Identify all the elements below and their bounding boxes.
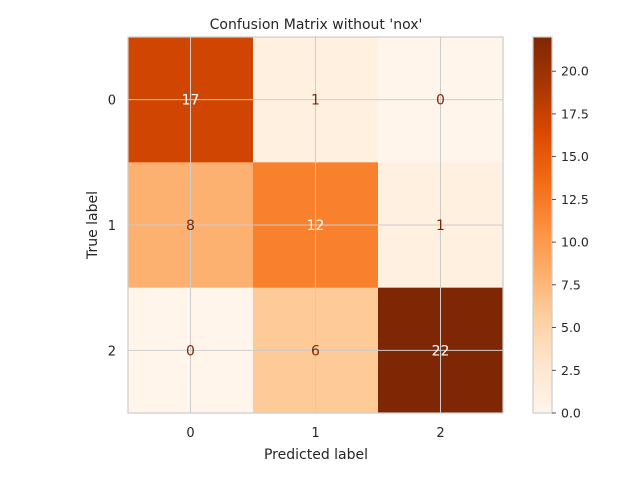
- y-tick-label-0: 0: [108, 94, 116, 109]
- colorbar-frame: [532, 36, 553, 414]
- cell-value-r1-c1: 12: [307, 218, 325, 234]
- heatmap-gridlines: [128, 37, 503, 413]
- colorbar-tick-label-7: 17.5: [561, 106, 589, 121]
- heatmap-cell-labels: 17 1 0 8 12 1 0 6 22: [182, 93, 450, 360]
- plot-frame: [127, 36, 504, 414]
- colorbar-tick-label-5: 12.5: [561, 192, 589, 207]
- chart-title: Confusion Matrix without 'nox': [210, 17, 423, 33]
- x-tick-label-1: 1: [311, 426, 319, 441]
- colorbar: 0.0 2.5 5.0 7.5 10.0 12.5 15.0 17.5 20.0: [532, 36, 589, 421]
- colorbar-gradient: [533, 37, 552, 413]
- x-axis-label: Predicted label: [264, 447, 368, 463]
- cell-value-r0-c2: 0: [436, 93, 445, 109]
- y-axis-ticks: 0 1 2: [108, 94, 116, 360]
- cell-value-r2-c2: 22: [432, 343, 450, 359]
- colorbar-tick-label-6: 15.0: [561, 149, 589, 164]
- colorbar-ticks: 0.0 2.5 5.0 7.5 10.0 12.5 15.0 17.5 20.0: [552, 64, 589, 421]
- cell-value-r1-c0: 8: [186, 218, 195, 234]
- colorbar-tick-label-1: 2.5: [561, 363, 581, 378]
- cell-value-r1-c2: 1: [436, 218, 445, 234]
- colorbar-tick-label-2: 5.0: [561, 320, 581, 335]
- cell-value-r0-c1: 1: [311, 93, 320, 109]
- cell-value-r0-c0: 17: [182, 93, 200, 109]
- y-tick-label-1: 1: [108, 219, 116, 234]
- y-axis-label: True label: [85, 191, 101, 260]
- cell-value-r2-c1: 6: [311, 343, 320, 359]
- cell-value-r2-c0: 0: [186, 343, 195, 359]
- colorbar-tick-label-8: 20.0: [561, 64, 589, 79]
- colorbar-tick-label-4: 10.0: [561, 235, 589, 250]
- x-tick-label-2: 2: [436, 426, 444, 441]
- x-tick-label-0: 0: [186, 426, 194, 441]
- colorbar-tick-label-3: 7.5: [561, 277, 581, 292]
- colorbar-tick-label-0: 0.0: [561, 406, 581, 421]
- x-axis-ticks: 0 1 2: [186, 426, 444, 441]
- y-tick-label-2: 2: [108, 344, 116, 359]
